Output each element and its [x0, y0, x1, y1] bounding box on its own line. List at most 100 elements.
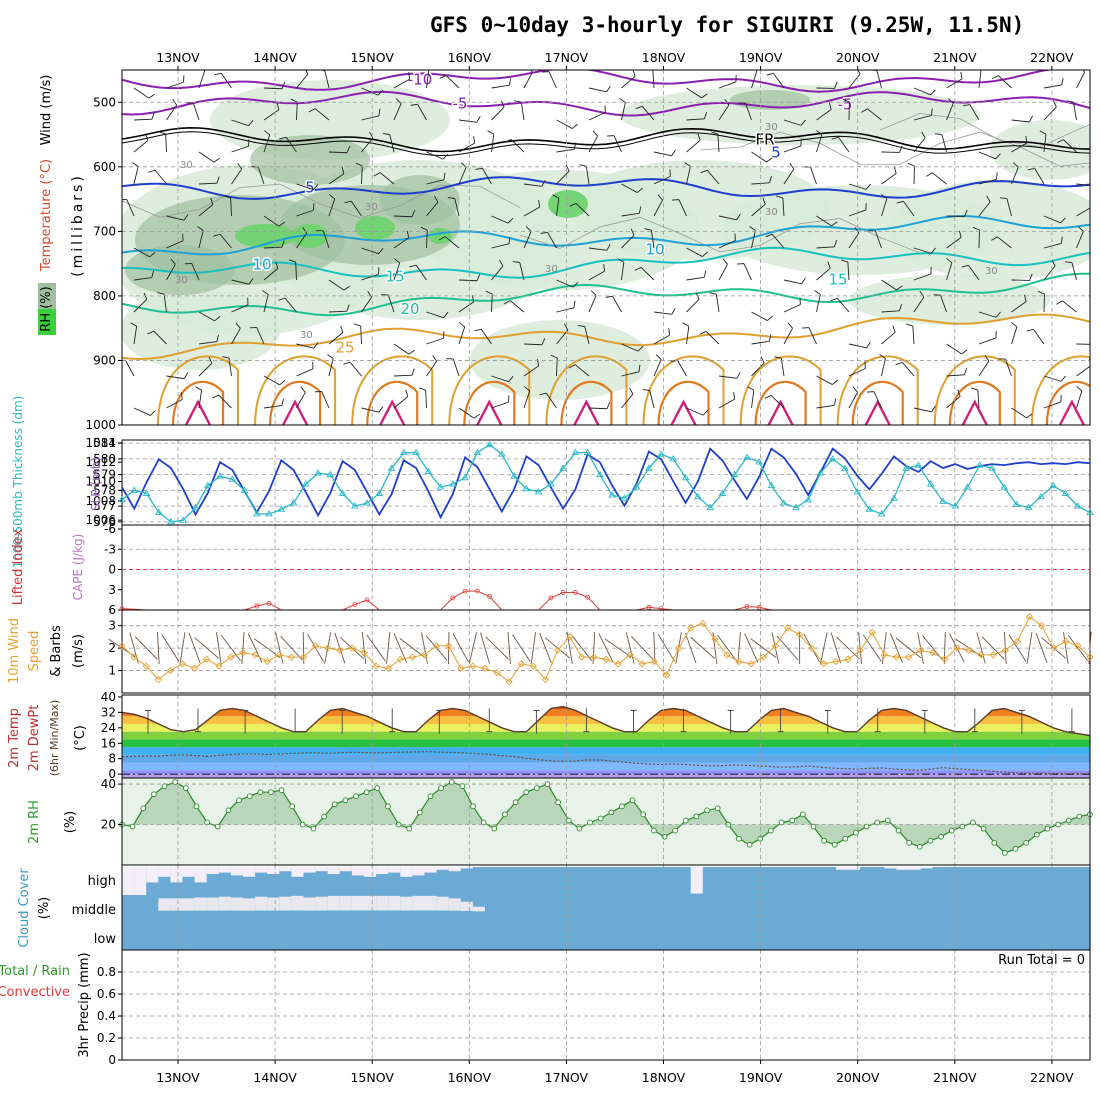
cloud-high-gap	[134, 867, 147, 895]
cloud-low-cell	[509, 923, 522, 950]
wind-barb	[393, 262, 401, 281]
wind-barb-flag	[508, 78, 512, 86]
thickness-point	[608, 491, 616, 498]
wind-barb	[913, 137, 926, 153]
wind10-barb	[657, 634, 676, 662]
wind10-barb	[604, 638, 632, 658]
isotherm-label: -5	[838, 96, 853, 114]
temp-band	[122, 747, 1090, 755]
wind-barb-flag	[702, 409, 709, 416]
wind-barb-flag	[879, 354, 886, 359]
cloud-high-cell	[896, 867, 910, 895]
wind-barb	[621, 212, 640, 217]
wind-barb-flag	[865, 183, 871, 190]
thickness-point	[730, 470, 739, 478]
cloud-high-gap	[400, 867, 413, 877]
wind-barb	[426, 311, 444, 319]
cloud-mid-gap	[230, 897, 244, 911]
wind-barb-flag	[637, 345, 644, 352]
wind-barb	[588, 135, 598, 153]
wind-barb	[350, 200, 362, 217]
wind-barb	[946, 78, 963, 89]
wind-barb	[519, 262, 525, 281]
wind-barb-flag	[854, 227, 860, 234]
temp-band	[122, 731, 1090, 740]
wind10-point	[396, 655, 404, 663]
wind-barb	[1006, 198, 1012, 217]
wind10-point	[602, 655, 610, 663]
wind-barb	[296, 368, 314, 377]
wind10-point	[178, 660, 187, 668]
wind-barb	[426, 201, 439, 217]
wind-barb-flag	[276, 102, 280, 110]
wind-barb	[133, 407, 151, 416]
cloud-mid-cell	[763, 895, 776, 923]
wind10-point	[965, 646, 973, 655]
date-label-bottom: 16NOV	[448, 1070, 492, 1085]
rh2m-point	[576, 825, 583, 832]
wind-barb-flag	[343, 361, 351, 365]
wind10-barb	[161, 634, 180, 662]
cloud-mid-cell	[606, 895, 619, 923]
wind-barb	[783, 304, 801, 313]
cloud-mid-cell	[727, 895, 740, 923]
isotherm-loop	[642, 355, 725, 425]
temp-band	[122, 716, 1090, 724]
wind-barb	[166, 375, 185, 380]
wind-barb	[588, 247, 607, 251]
cloud-mid-cell	[920, 895, 934, 923]
wind-barb	[881, 310, 900, 313]
wind-barb	[263, 405, 282, 409]
wind-barb	[389, 134, 395, 153]
wind-barb	[296, 183, 314, 191]
rh2m-point	[704, 807, 710, 814]
wind10-point	[590, 653, 598, 661]
wind-barb-flag	[590, 290, 597, 296]
wind10-point	[808, 644, 816, 652]
rh2m-point	[512, 799, 519, 806]
wind-barb	[328, 173, 345, 185]
wind-barb	[1076, 183, 1090, 186]
y-tick-label: 40	[101, 777, 116, 791]
wind-barb-flag	[684, 162, 691, 167]
wind-barb	[848, 232, 860, 249]
wind-barb-flag	[834, 81, 838, 89]
cloud-high-cell	[606, 867, 619, 895]
temp-band	[122, 706, 1090, 709]
wind-barb-flag	[279, 380, 286, 386]
rh2m-point	[608, 809, 615, 816]
wind-barb-flag	[789, 163, 795, 170]
cloud-level-middle: middle	[72, 903, 116, 918]
y-tick-label: 1006	[85, 513, 116, 527]
wind10-point	[130, 653, 138, 661]
thickness-point	[314, 469, 322, 476]
cloud-high-cell	[739, 867, 752, 895]
wind-barb-flag	[971, 387, 978, 391]
cloud-mid-cell	[739, 895, 752, 923]
cloud-mid-cell	[1077, 895, 1091, 923]
wind10-barb	[889, 633, 903, 663]
cloud-mid-cell	[642, 895, 655, 923]
rh2m-point	[151, 791, 157, 798]
wind-barb	[901, 362, 915, 377]
wind-barb	[285, 136, 297, 153]
wind-barb-flag	[550, 354, 558, 359]
wind-barb-flag	[476, 274, 481, 281]
cloud-low-cell	[763, 923, 776, 950]
wind-barb-flag	[629, 387, 634, 395]
dewpoint-series-line	[121, 751, 1090, 775]
wind-barb	[621, 234, 635, 249]
wind-barb-flag	[617, 258, 625, 263]
wind10-point	[953, 644, 961, 652]
cloud-low-cell	[799, 923, 813, 950]
rh2m-point	[289, 803, 296, 810]
cloud-high-gap	[848, 867, 861, 870]
wind-barb	[198, 182, 218, 185]
wind-barb	[523, 390, 531, 409]
wind-barb-flag	[592, 130, 598, 137]
cloud-high-cell	[642, 867, 655, 895]
y-tick-label: 900	[93, 353, 116, 367]
wind-barb	[324, 70, 330, 89]
isotherm-loop	[573, 399, 600, 425]
wind-barb-flag	[213, 233, 221, 237]
